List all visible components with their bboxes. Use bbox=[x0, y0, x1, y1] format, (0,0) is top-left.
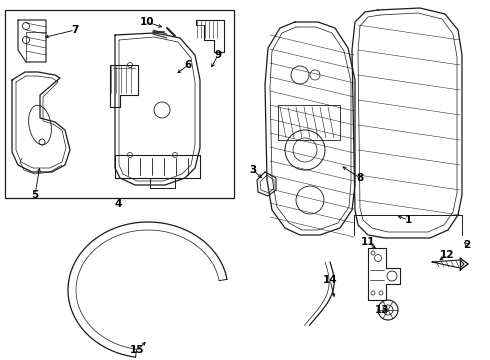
Text: 8: 8 bbox=[356, 173, 364, 183]
Text: 13: 13 bbox=[375, 305, 389, 315]
Text: 4: 4 bbox=[114, 199, 122, 209]
Bar bbox=[5, 10, 234, 198]
Text: 9: 9 bbox=[215, 50, 221, 60]
Text: 2: 2 bbox=[464, 240, 470, 250]
Text: 10: 10 bbox=[140, 17, 154, 27]
Text: 6: 6 bbox=[184, 60, 192, 70]
Text: 5: 5 bbox=[31, 190, 39, 200]
Text: 15: 15 bbox=[130, 345, 144, 355]
Text: 1: 1 bbox=[404, 215, 412, 225]
Text: 11: 11 bbox=[361, 237, 375, 247]
Text: 7: 7 bbox=[72, 25, 79, 35]
Text: 3: 3 bbox=[249, 165, 257, 175]
Text: 12: 12 bbox=[440, 250, 454, 260]
Text: 14: 14 bbox=[323, 275, 337, 285]
